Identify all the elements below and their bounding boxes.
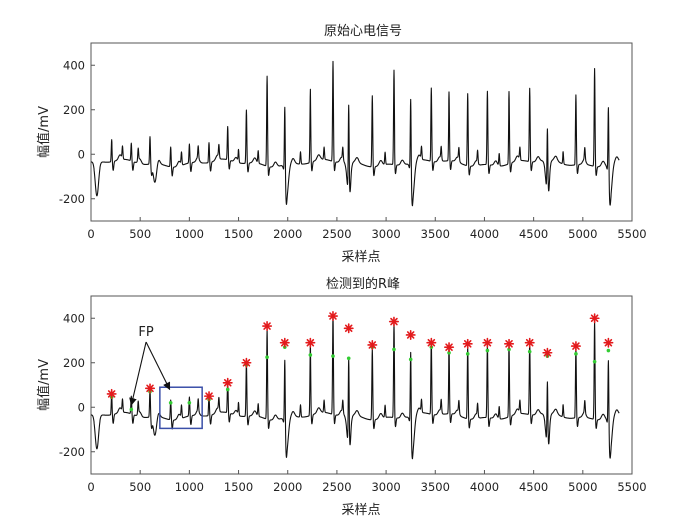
raw-ecg-chart: 原始心电信号 0 500 1000 1500 2000 2500 3000 3500 4000 4… <box>36 24 647 265</box>
x-tick-label: 2500 <box>322 227 351 241</box>
x-tick-label: 1500 <box>224 227 253 241</box>
fp-highlight-box <box>159 386 203 430</box>
green-marker <box>465 352 470 356</box>
x-tick-label: 5000 <box>568 480 597 494</box>
r-peak-marker <box>589 313 600 324</box>
green-marker <box>527 349 532 354</box>
green-marker <box>507 347 511 352</box>
x-tick-label: 1500 <box>224 480 253 494</box>
green-marker <box>265 355 269 359</box>
ecg-line <box>90 60 620 207</box>
x-tick-label: 0 <box>87 480 94 494</box>
r-peak-marker <box>279 337 290 348</box>
green-marker <box>168 401 173 405</box>
r-peak-marker <box>504 338 515 349</box>
r-peak-marker <box>262 321 273 332</box>
y-tick-label: 0 <box>78 147 85 161</box>
green-marker <box>225 387 230 392</box>
plot-area <box>90 295 633 475</box>
x-tick-label: 5000 <box>568 227 597 241</box>
x-tick-label: 1000 <box>175 227 204 241</box>
green-marker <box>408 357 413 362</box>
r-peak-marker <box>462 338 473 349</box>
x-tick-label: 4000 <box>470 227 499 241</box>
r-peak-marker <box>106 388 117 399</box>
r-peak-marker <box>405 329 416 340</box>
y-tick-label: 400 <box>63 311 85 325</box>
r-peak-marker <box>145 383 156 394</box>
y-axis-label: 幅值/mV <box>36 106 52 158</box>
y-tick-label: -200 <box>59 445 85 459</box>
x-axis-label: 采样点 <box>341 503 380 518</box>
r-peak-marker <box>343 323 354 334</box>
x-tick-label: 2000 <box>273 480 302 494</box>
y-tick-label: -200 <box>59 192 85 206</box>
x-tick-label: 500 <box>129 227 151 241</box>
green-marker <box>187 401 192 405</box>
r-peak-marker <box>542 347 553 358</box>
r-peak-chart: 检测到的R峰 0 500 1000 1500 2000 2500 3000 3500 4000 4… <box>36 276 647 518</box>
r-peak-marker <box>524 337 535 348</box>
y-tick-label: 200 <box>63 356 85 370</box>
r-peak-marker <box>570 341 581 352</box>
y-tick-label: 400 <box>63 58 85 72</box>
x-axis-label: 采样点 <box>341 250 380 265</box>
chart-title: 检测到的R峰 <box>326 276 400 292</box>
r-peak-marker <box>204 391 215 402</box>
ecg-line <box>90 313 620 460</box>
y-axis-label: 幅值/mV <box>36 359 52 411</box>
x-tick-label: 5500 <box>617 480 646 494</box>
r-peak-marker <box>603 337 614 348</box>
green-marker <box>606 348 611 353</box>
r-peak-marker <box>327 311 338 322</box>
green-marker <box>129 407 134 412</box>
green-marker <box>574 352 578 356</box>
r-peak-marker <box>388 316 399 327</box>
green-marker <box>592 359 597 364</box>
x-tick-label: 4500 <box>519 227 548 241</box>
chart-title: 原始心电信号 <box>324 24 402 39</box>
green-marker <box>392 347 396 352</box>
y-tick-label: 0 <box>78 400 85 414</box>
x-tick-label: 4500 <box>519 480 548 494</box>
x-tick-label: 2000 <box>273 227 302 241</box>
fp-arrow <box>145 341 171 391</box>
x-tick-label: 500 <box>129 480 151 494</box>
x-tick-label: 3000 <box>371 227 400 241</box>
fp-label: FP <box>138 325 153 340</box>
x-tick-label: 0 <box>87 227 94 241</box>
x-tick-label: 3000 <box>371 480 400 494</box>
x-tick-label: 4000 <box>470 480 499 494</box>
x-tick-label: 5500 <box>617 227 646 241</box>
green-marker <box>346 356 351 361</box>
green-marker <box>331 354 335 358</box>
r-peak-marker <box>426 337 437 348</box>
green-marker <box>485 348 490 353</box>
fp-arrow <box>129 341 147 406</box>
r-peak-marker <box>444 342 455 353</box>
r-peak-marker <box>241 357 252 368</box>
x-tick-label: 2500 <box>322 480 351 494</box>
r-peak-marker <box>367 339 378 350</box>
r-peak-marker <box>305 337 316 348</box>
r-peak-marker <box>482 337 493 348</box>
plot-area <box>90 42 633 222</box>
x-tick-label: 1000 <box>175 480 204 494</box>
x-tick-label: 3500 <box>421 480 450 494</box>
green-marker <box>447 350 451 355</box>
green-marker <box>308 353 313 357</box>
y-tick-label: 200 <box>63 103 85 117</box>
x-tick-label: 3500 <box>421 227 450 241</box>
r-peak-marker <box>222 377 233 388</box>
